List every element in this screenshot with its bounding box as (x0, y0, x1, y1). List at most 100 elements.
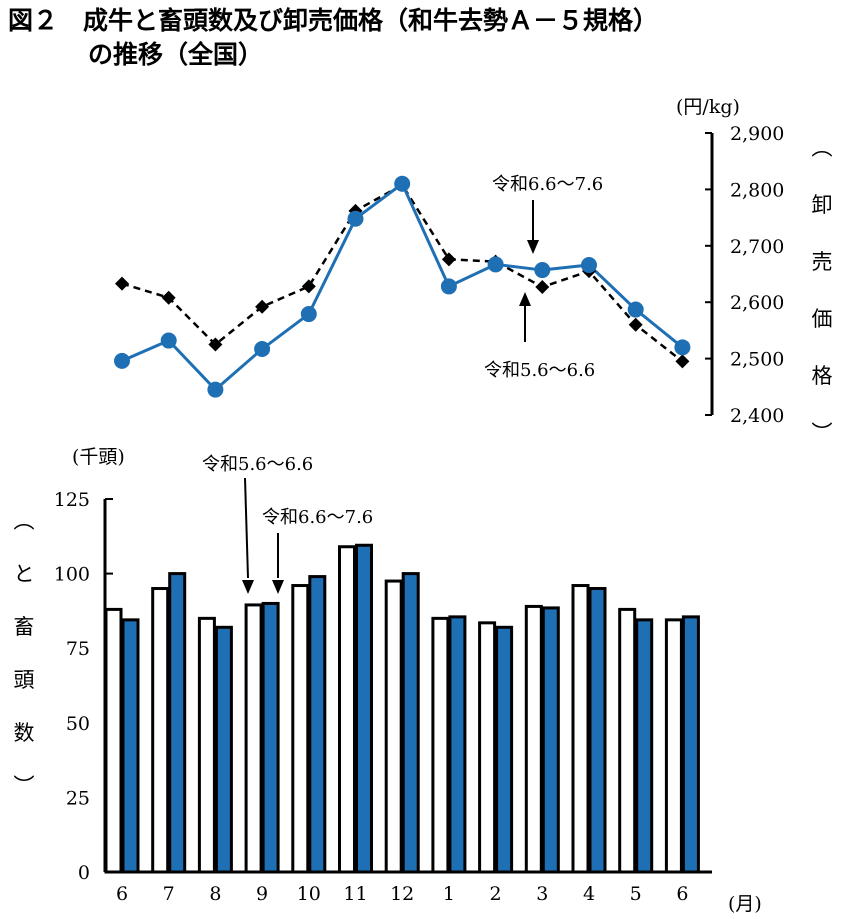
chart-title: 図２ 成牛と畜頭数及び卸売価格（和牛去勢Ａ－５規格） の推移（全国） (8, 4, 838, 72)
price-point-circle (160, 332, 177, 349)
count-bar-curr (214, 625, 233, 874)
count-annotation-arrowhead (242, 580, 254, 594)
price-axis-title-char: ︶ (812, 421, 833, 445)
count-bar-prev (151, 587, 170, 874)
count-bar-prev (244, 603, 263, 874)
price-point-diamond (535, 279, 550, 294)
count-bar-curr (635, 618, 654, 874)
count-annotation-label: 令和5.6～6.6 (202, 454, 313, 475)
count-axis-title-char: と (14, 562, 35, 586)
x-axis-unit: (月) (728, 893, 762, 915)
price-point-diamond (441, 252, 456, 267)
price-point-circle (674, 339, 691, 356)
count-bar-prev (478, 621, 497, 874)
count-bar-curr (121, 618, 140, 874)
price-annotation-arrowhead-up (519, 292, 531, 306)
price-point-circle (534, 262, 551, 279)
x-tick-label: 9 (256, 883, 268, 905)
price-tick-label: 2,600 (730, 292, 784, 314)
count-bar-prev (197, 616, 216, 874)
price-point-diamond (161, 290, 176, 305)
count-bar-prev (291, 584, 310, 874)
count-axis-unit: (千頭) (72, 446, 125, 468)
count-bar-prev (431, 616, 450, 874)
x-tick-label: 12 (390, 883, 414, 905)
price-point-circle (627, 301, 644, 318)
price-point-circle (114, 352, 130, 369)
count-axis-title-char: ︵ (14, 509, 35, 533)
count-bar-curr (355, 543, 373, 874)
count-axis-title-char: ︶ (14, 774, 35, 798)
price-point-circle (254, 341, 271, 358)
price-point-circle (581, 256, 597, 273)
price-annotation-arrowhead-down (527, 240, 539, 254)
count-bar-curr (168, 572, 187, 874)
count-bar-prev (664, 618, 683, 874)
price-axis-title-char: 売 (812, 250, 833, 274)
x-tick-label: 11 (343, 883, 367, 905)
price-point-diamond (255, 299, 270, 314)
price-point-diamond (675, 354, 690, 369)
count-bar-prev (571, 584, 590, 874)
price-point-diamond (628, 317, 643, 332)
x-tick-label: 1 (443, 883, 455, 905)
x-tick-label: 6 (676, 883, 688, 905)
price-series-line-solid (121, 181, 684, 392)
price-tick-label: 2,700 (730, 236, 784, 258)
x-tick-label: 2 (490, 883, 502, 905)
count-bar-prev (104, 607, 123, 874)
count-tick-label: 0 (78, 862, 90, 884)
price-point-circle (440, 278, 457, 295)
x-tick-label: 3 (536, 883, 548, 905)
price-point-circle (394, 175, 411, 192)
count-bar-curr (588, 587, 607, 874)
price-annotation-label: 令和5.6～6.6 (484, 360, 595, 381)
count-tick-label: 75 (66, 638, 90, 660)
x-tick-label: 5 (630, 883, 642, 905)
count-bar-curr (261, 601, 280, 874)
count-bar-prev (618, 607, 637, 874)
count-bar-curr (681, 615, 700, 874)
count-axis-title-char: 頭 (14, 668, 35, 692)
count-axis-title-char: 畜 (14, 615, 35, 639)
price-point-diamond (115, 276, 129, 291)
price-tick-label: 2,800 (730, 179, 784, 201)
count-tick-label: 100 (54, 564, 90, 586)
count-tick-label: 50 (66, 713, 90, 735)
price-tick-label: 2,400 (730, 405, 784, 427)
count-tick-label: 125 (54, 489, 90, 511)
count-bar-curr (541, 606, 560, 874)
count-bar-curr (448, 615, 467, 874)
x-tick-label: 4 (583, 883, 595, 905)
price-annotation-label: 令和6.6～7.6 (492, 174, 603, 195)
count-axis-title-char: 数 (14, 721, 35, 745)
price-point-circle (347, 210, 364, 227)
x-tick-label: 10 (297, 883, 321, 905)
count-bar-prev (524, 604, 543, 874)
price-point-circle (207, 381, 224, 398)
count-annotation-arrowhead (272, 580, 284, 594)
x-tick-label: 7 (163, 883, 175, 905)
price-tick-label: 2,500 (730, 349, 784, 371)
count-annotation-arrow (244, 477, 249, 579)
price-axis-title-char: 格 (812, 364, 833, 388)
count-annotation-label: 令和6.6～7.6 (262, 507, 373, 528)
price-axis-unit: (円/kg) (676, 96, 740, 118)
price-tick-label: 2,900 (730, 123, 784, 145)
count-bar-curr (308, 575, 327, 874)
price-axis-title-char: ︵ (812, 136, 833, 160)
count-bar-curr (401, 572, 420, 874)
count-tick-label: 25 (66, 787, 90, 809)
title-line-1: 図２ 成牛と畜頭数及び卸売価格（和牛去勢Ａ－５規格） (8, 6, 659, 35)
title-line-2: の推移（全国） (88, 40, 264, 69)
price-point-diamond (208, 337, 223, 352)
count-bar-prev (338, 545, 356, 874)
price-point-circle (487, 256, 504, 273)
price-axis-title-char: 価 (812, 307, 833, 331)
count-bar-prev (384, 579, 403, 874)
price-point-diamond (301, 279, 316, 294)
count-bar-curr (495, 625, 514, 874)
x-tick-label: 6 (116, 883, 128, 905)
x-tick-label: 8 (209, 883, 221, 905)
